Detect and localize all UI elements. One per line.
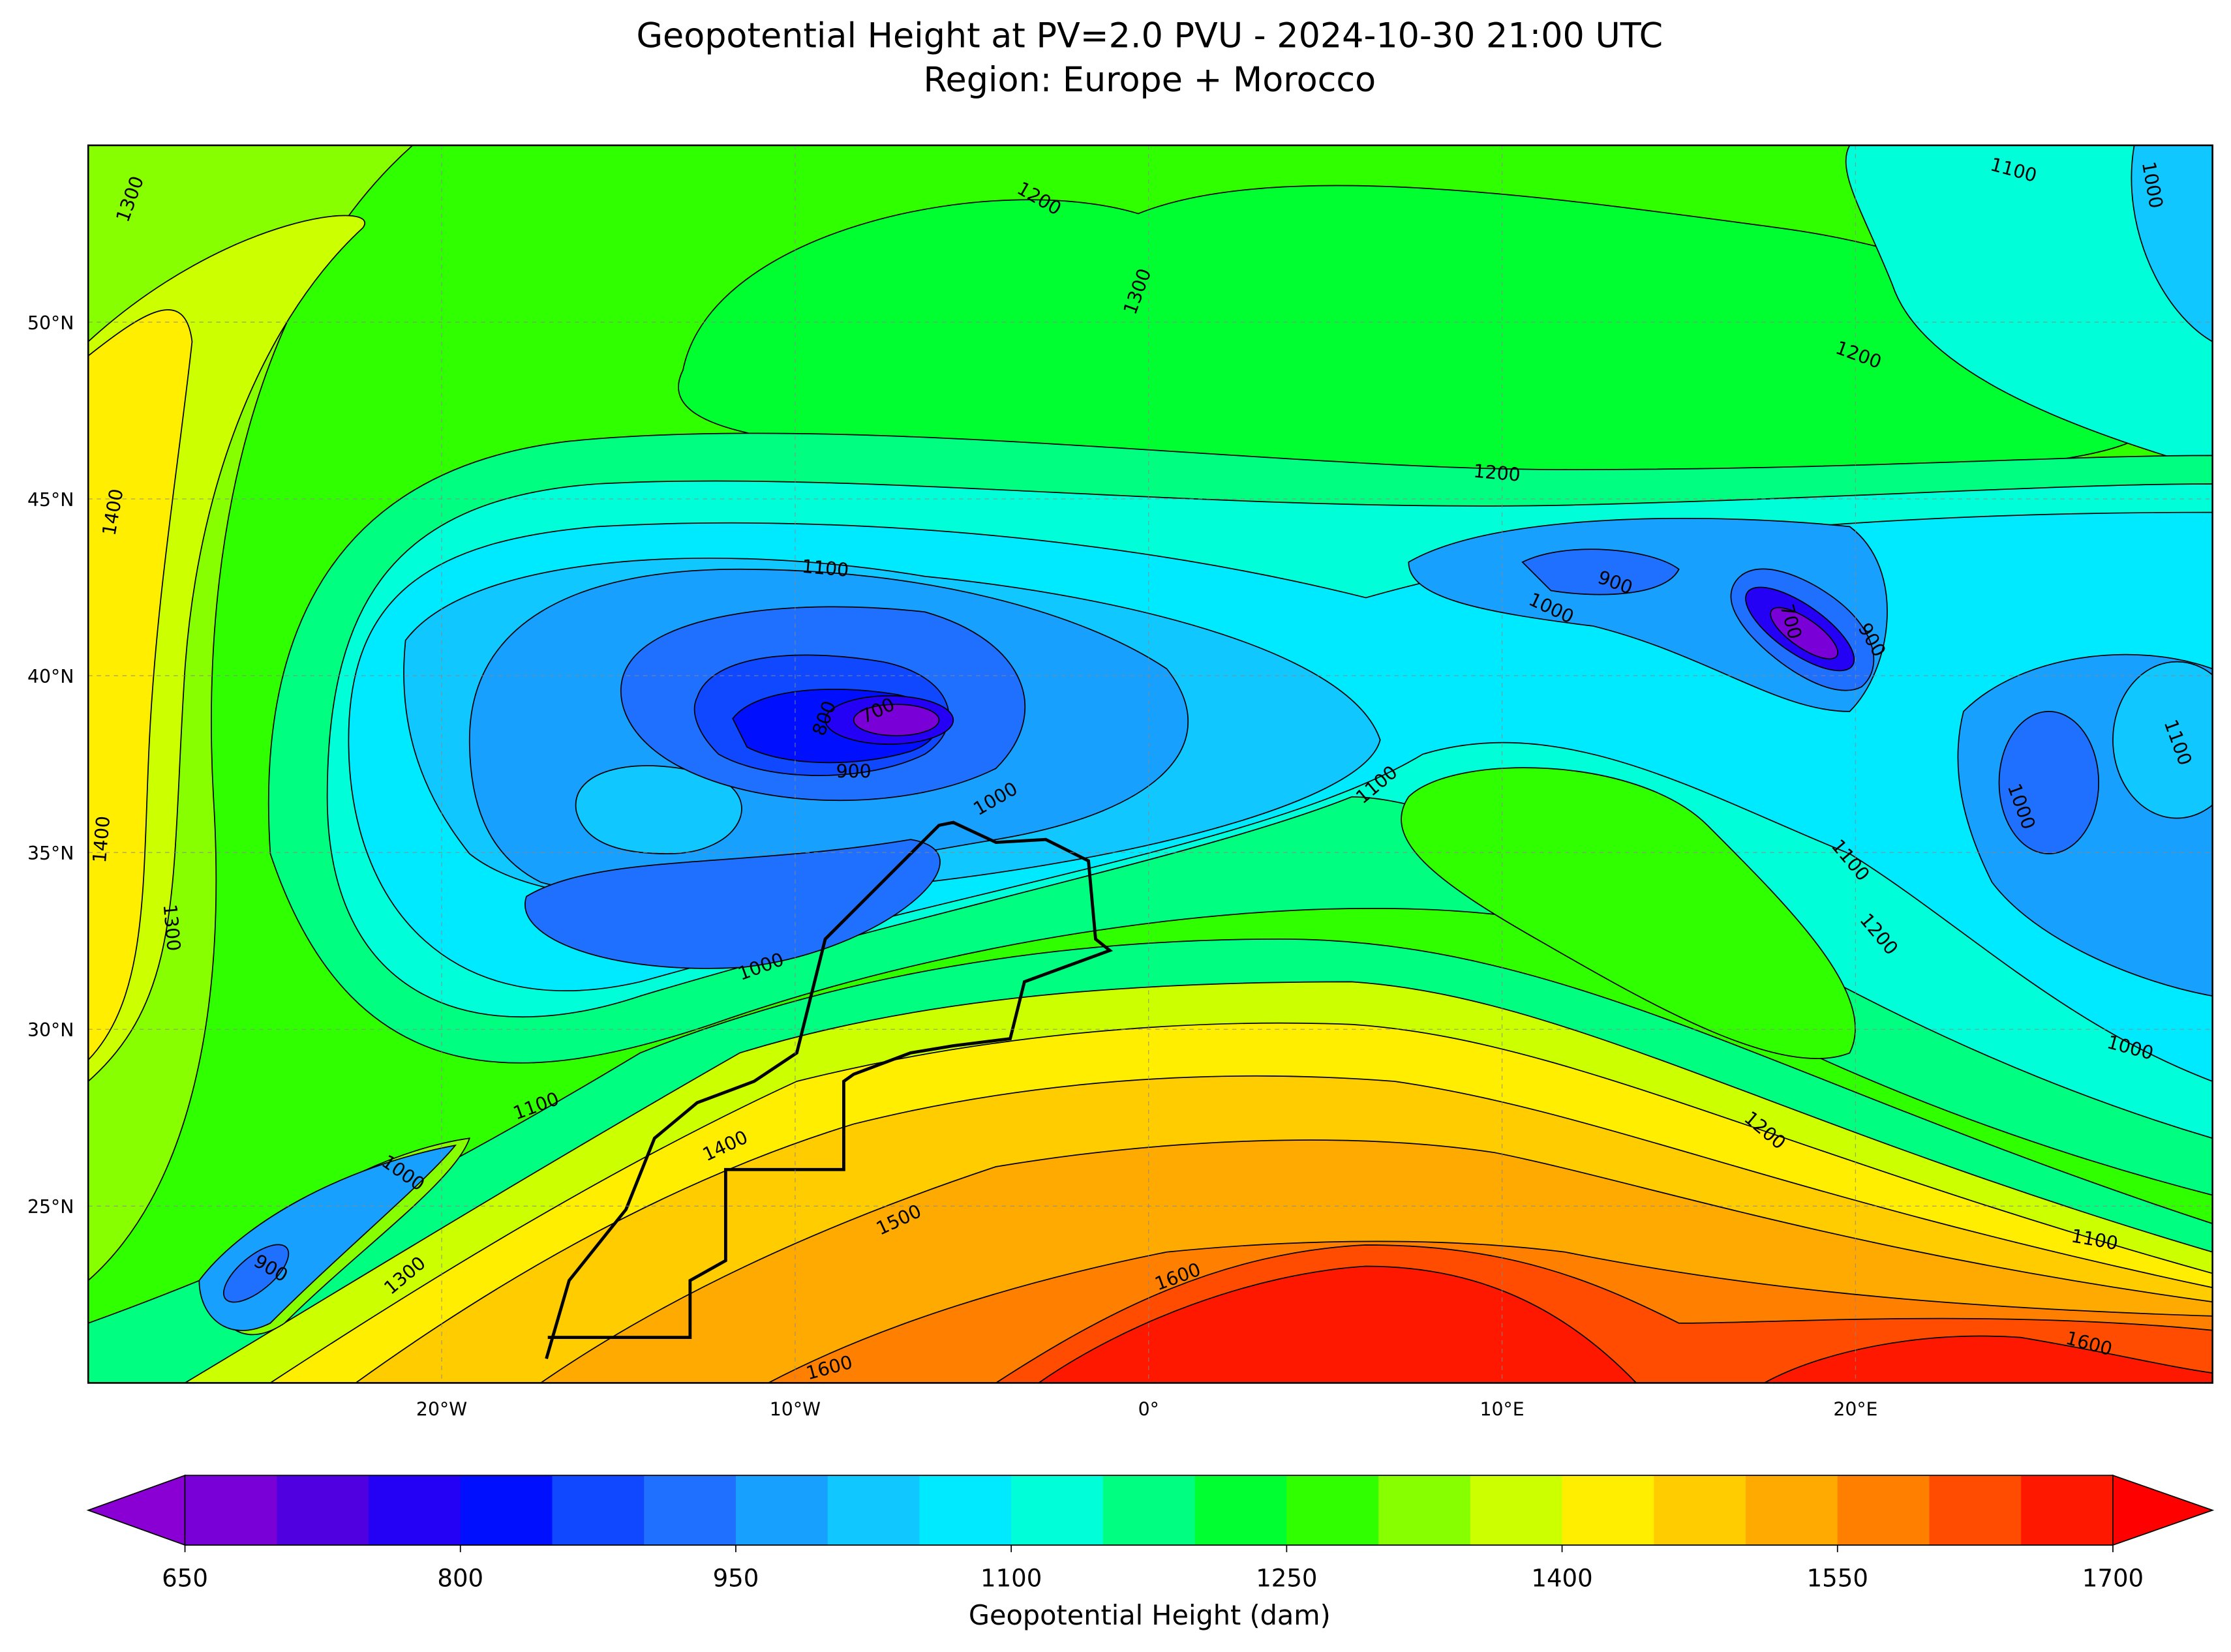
y-tick-label: 30°N — [27, 1019, 74, 1041]
contour-label: 1100 — [801, 556, 850, 581]
colorbar-under — [86, 1474, 186, 1546]
subtitle: Region: Europe + Morocco — [924, 60, 1376, 100]
field-region — [1998, 711, 2100, 854]
grid — [88, 145, 2213, 1383]
colorbar-tick-label: 1400 — [1531, 1564, 1592, 1592]
field-region — [575, 765, 742, 854]
x-tick-label: 10°E — [1480, 1399, 1524, 1420]
colorbar-segment — [552, 1475, 645, 1546]
field-region — [1401, 767, 1856, 1059]
field-region — [524, 839, 941, 969]
colorbar-segment — [1746, 1475, 1838, 1546]
colorbar-segment — [1102, 1475, 1196, 1546]
colorbar-segment — [2021, 1475, 2114, 1546]
field-region — [88, 309, 193, 1061]
colorbar-tick-label: 950 — [713, 1564, 759, 1592]
map-field — [88, 145, 2213, 1383]
colorbar-segment — [827, 1475, 920, 1546]
x-tick-label: 20°W — [416, 1399, 467, 1420]
colorbar-segment — [369, 1475, 461, 1546]
x-tick-label: 10°W — [770, 1399, 821, 1420]
field-region — [1845, 145, 2213, 471]
colorbar-segment — [185, 1475, 278, 1546]
colorbar-segment — [1929, 1475, 2022, 1546]
field-region — [1037, 1265, 2213, 1383]
field-region — [853, 704, 940, 736]
colorbar-tick-label: 1700 — [2082, 1564, 2144, 1592]
field-region — [223, 1244, 290, 1303]
colorbar-segment — [1470, 1475, 1563, 1546]
colorbar-segment — [644, 1475, 737, 1546]
colorbar-segment — [1562, 1475, 1655, 1546]
y-tick-label: 40°N — [27, 666, 74, 687]
colorbar-tick-label: 1250 — [1256, 1564, 1317, 1592]
colorbar-tick-label: 1550 — [1807, 1564, 1868, 1592]
colorbar-segment — [1837, 1475, 1930, 1546]
contour-label: 900 — [836, 761, 872, 783]
field-region — [1770, 607, 1839, 660]
colorbar-tick-label: 1100 — [980, 1564, 1042, 1592]
colorbar-segment — [1286, 1475, 1380, 1546]
x-tick-label: 0° — [1138, 1399, 1159, 1420]
colorbar-segment — [919, 1475, 1012, 1546]
field-region — [2131, 145, 2213, 342]
colorbar-segment — [1654, 1475, 1747, 1546]
colorbar-segment — [460, 1475, 553, 1546]
border — [545, 820, 1114, 1360]
map-frame — [87, 144, 2213, 1384]
colorbar-segment — [277, 1475, 370, 1546]
y-tick-label: 45°N — [27, 489, 74, 511]
colorbar-segment — [1011, 1475, 1104, 1546]
colorbar-segment — [1378, 1475, 1471, 1546]
contour-label: 1300 — [159, 903, 185, 952]
y-tick-label: 35°N — [27, 843, 74, 864]
field-region — [2112, 661, 2213, 819]
colorbar-frame — [184, 1475, 2114, 1546]
y-tick-label: 50°N — [27, 312, 74, 334]
colorbar-over — [2112, 1474, 2215, 1546]
y-tick-label: 25°N — [27, 1196, 74, 1218]
field-region — [1521, 548, 1680, 595]
colorbar-segment — [735, 1475, 828, 1546]
colorbar-segment — [1194, 1475, 1288, 1546]
colorbar-label: Geopotential Height (dam) — [969, 1600, 1331, 1631]
contour-label: 1200 — [1472, 460, 1521, 486]
contour-label: 1400 — [89, 815, 114, 864]
colorbar-tick-label: 650 — [162, 1564, 208, 1592]
colorbar-tick-label: 800 — [437, 1564, 483, 1592]
x-tick-label: 20°E — [1833, 1399, 1877, 1420]
colorbar: 650 800 950 1100 1250 1400 1550 1700 — [86, 1474, 2215, 1592]
title: Geopotential Height at PV=2.0 PVU - 2024… — [636, 16, 1663, 55]
